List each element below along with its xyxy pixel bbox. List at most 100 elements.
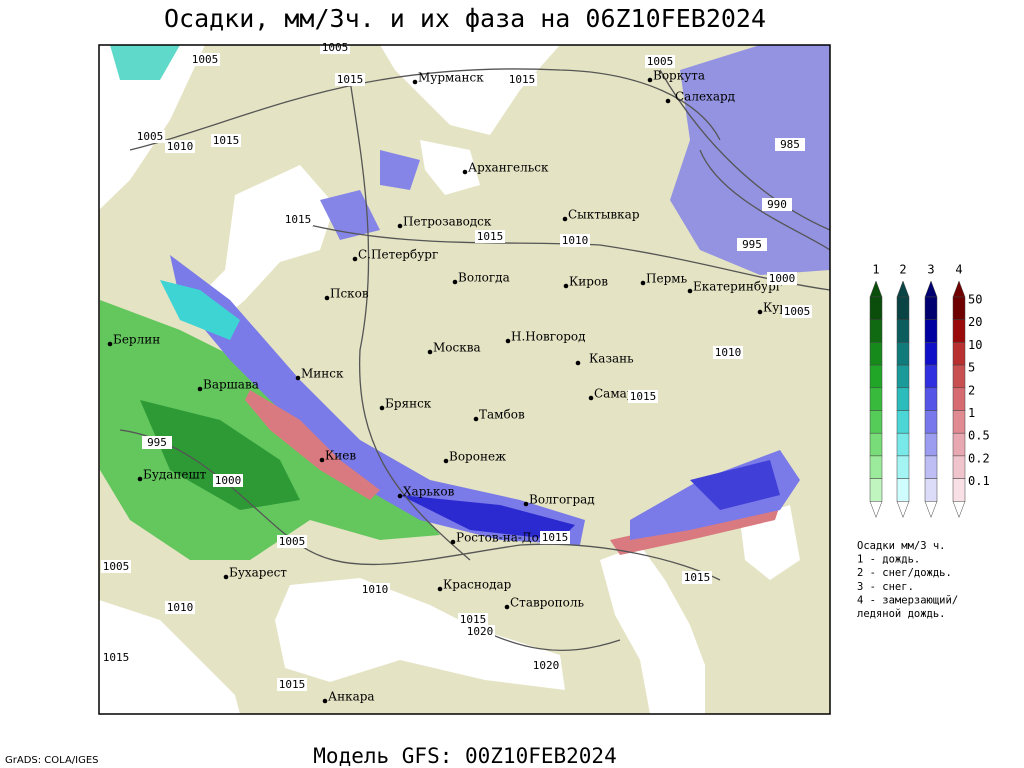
swatch-bottom xyxy=(896,501,910,519)
city-dot xyxy=(687,288,693,294)
scale-label: 10 xyxy=(968,338,982,352)
city-layer: Мурманск Воркута Салехард Архангельск Петроз… xyxy=(107,69,808,704)
city-label: Тамбов xyxy=(479,408,525,422)
isobar-label: 1015 xyxy=(213,134,240,147)
city-label: Воркута xyxy=(653,69,705,83)
city-label: Киев xyxy=(325,449,356,463)
isobar-label: 1010 xyxy=(167,140,194,153)
legend-note: 4 - замерзающий/ xyxy=(857,594,958,606)
city-dot xyxy=(295,375,301,381)
city-label: Берлин xyxy=(113,333,160,347)
city-dot xyxy=(437,586,443,592)
isobars xyxy=(119,68,831,652)
city-label: Будапешт xyxy=(143,468,207,482)
city-dot xyxy=(322,698,328,704)
isobar-label: 1015 xyxy=(630,390,657,403)
isobar-label: 1015 xyxy=(684,571,711,584)
isobar-label-bg xyxy=(101,651,131,664)
city-dot xyxy=(324,295,330,301)
isobar-label: 1010 xyxy=(715,346,742,359)
isobar-label-bg xyxy=(645,55,675,68)
map: Мурманск Воркута Салехард Архангельск Петроз… xyxy=(98,41,831,715)
swatch xyxy=(869,342,883,366)
isobar-label-bg xyxy=(762,198,792,211)
swatch xyxy=(869,387,883,411)
swatch xyxy=(952,342,966,366)
city-dot xyxy=(588,395,594,401)
swatch xyxy=(896,432,910,457)
isobar-label-bg xyxy=(560,234,590,247)
city-label: Краснодар xyxy=(443,578,512,592)
legend-note: 2 - снег/дождь. xyxy=(857,567,952,579)
city-dot xyxy=(562,216,568,222)
isobar-label: 1005 xyxy=(103,560,130,573)
isobar-label: 1000 xyxy=(215,474,242,487)
isobar-label: 1015 xyxy=(460,613,487,626)
isobar-label-bg xyxy=(211,134,241,147)
isobar-label-bg xyxy=(135,130,165,143)
swatch xyxy=(952,319,966,343)
map-frame xyxy=(98,44,831,715)
isobar-label: 1015 xyxy=(509,73,536,86)
swatch xyxy=(952,432,966,457)
city-label: Сыктывкар xyxy=(568,208,640,222)
swatch-bottom xyxy=(952,501,966,519)
city-dot xyxy=(647,77,653,83)
swatch xyxy=(896,342,910,366)
scale-label: 1 xyxy=(968,406,975,420)
city-dot xyxy=(563,283,569,289)
isobar-label: 1005 xyxy=(647,55,674,68)
isobar-label: 1015 xyxy=(542,531,569,544)
city-label: Екатеринбург xyxy=(693,280,782,294)
credit: GrADS: COLA/IGES xyxy=(5,755,99,766)
isobar-label-bg xyxy=(277,678,307,691)
scale-label: 20 xyxy=(968,315,982,329)
swatch xyxy=(869,319,883,343)
city-dot xyxy=(575,360,581,366)
isobar-label-bg xyxy=(767,272,797,285)
city-dot xyxy=(452,279,458,285)
swatch xyxy=(924,319,938,343)
city-label: Архангельск xyxy=(468,161,549,175)
isobar-label-bg xyxy=(737,238,767,251)
city-label: Ставрополь xyxy=(510,596,584,610)
swatch xyxy=(924,410,938,434)
city-label: Москва xyxy=(433,341,481,355)
isobar-label: 1015 xyxy=(337,73,364,86)
isobar-label-bg xyxy=(190,53,220,66)
swatch xyxy=(896,387,910,411)
swatch xyxy=(896,410,910,434)
isobar-label: 990 xyxy=(767,198,787,211)
city-dot xyxy=(473,416,479,422)
isobar-label: 995 xyxy=(742,238,762,251)
isobar-label: 1020 xyxy=(467,625,494,638)
isobar-label: 1015 xyxy=(477,230,504,243)
swatch-top xyxy=(952,280,966,298)
city-dot xyxy=(397,223,403,229)
isobar-label-bg xyxy=(775,138,805,151)
isobar-label: 1005 xyxy=(784,305,811,318)
isobar-label-bg xyxy=(475,230,505,243)
phase-label: 1 xyxy=(872,263,879,277)
city-dot xyxy=(137,476,143,482)
city-dot xyxy=(427,349,433,355)
scale-label: 5 xyxy=(968,361,975,375)
scale-label: 0.2 xyxy=(968,451,990,465)
phase-label: 2 xyxy=(899,263,906,277)
city-dot xyxy=(397,493,403,499)
city-label: Петрозаводск xyxy=(403,215,492,229)
isobar-label: 1005 xyxy=(137,130,164,143)
city-dot xyxy=(197,386,203,392)
isobar-label-bg xyxy=(101,560,131,573)
city-label: Вологда xyxy=(458,271,510,285)
isobar-label: 995 xyxy=(147,436,167,449)
isobar-label: 1005 xyxy=(192,53,219,66)
swatch-bottom xyxy=(924,501,938,519)
legend-note: ледяной дождь. xyxy=(857,608,946,620)
isobar-label: 1005 xyxy=(322,41,349,54)
isobar-label-bg xyxy=(507,73,537,86)
precipitation xyxy=(100,45,830,560)
swatch xyxy=(952,296,966,320)
